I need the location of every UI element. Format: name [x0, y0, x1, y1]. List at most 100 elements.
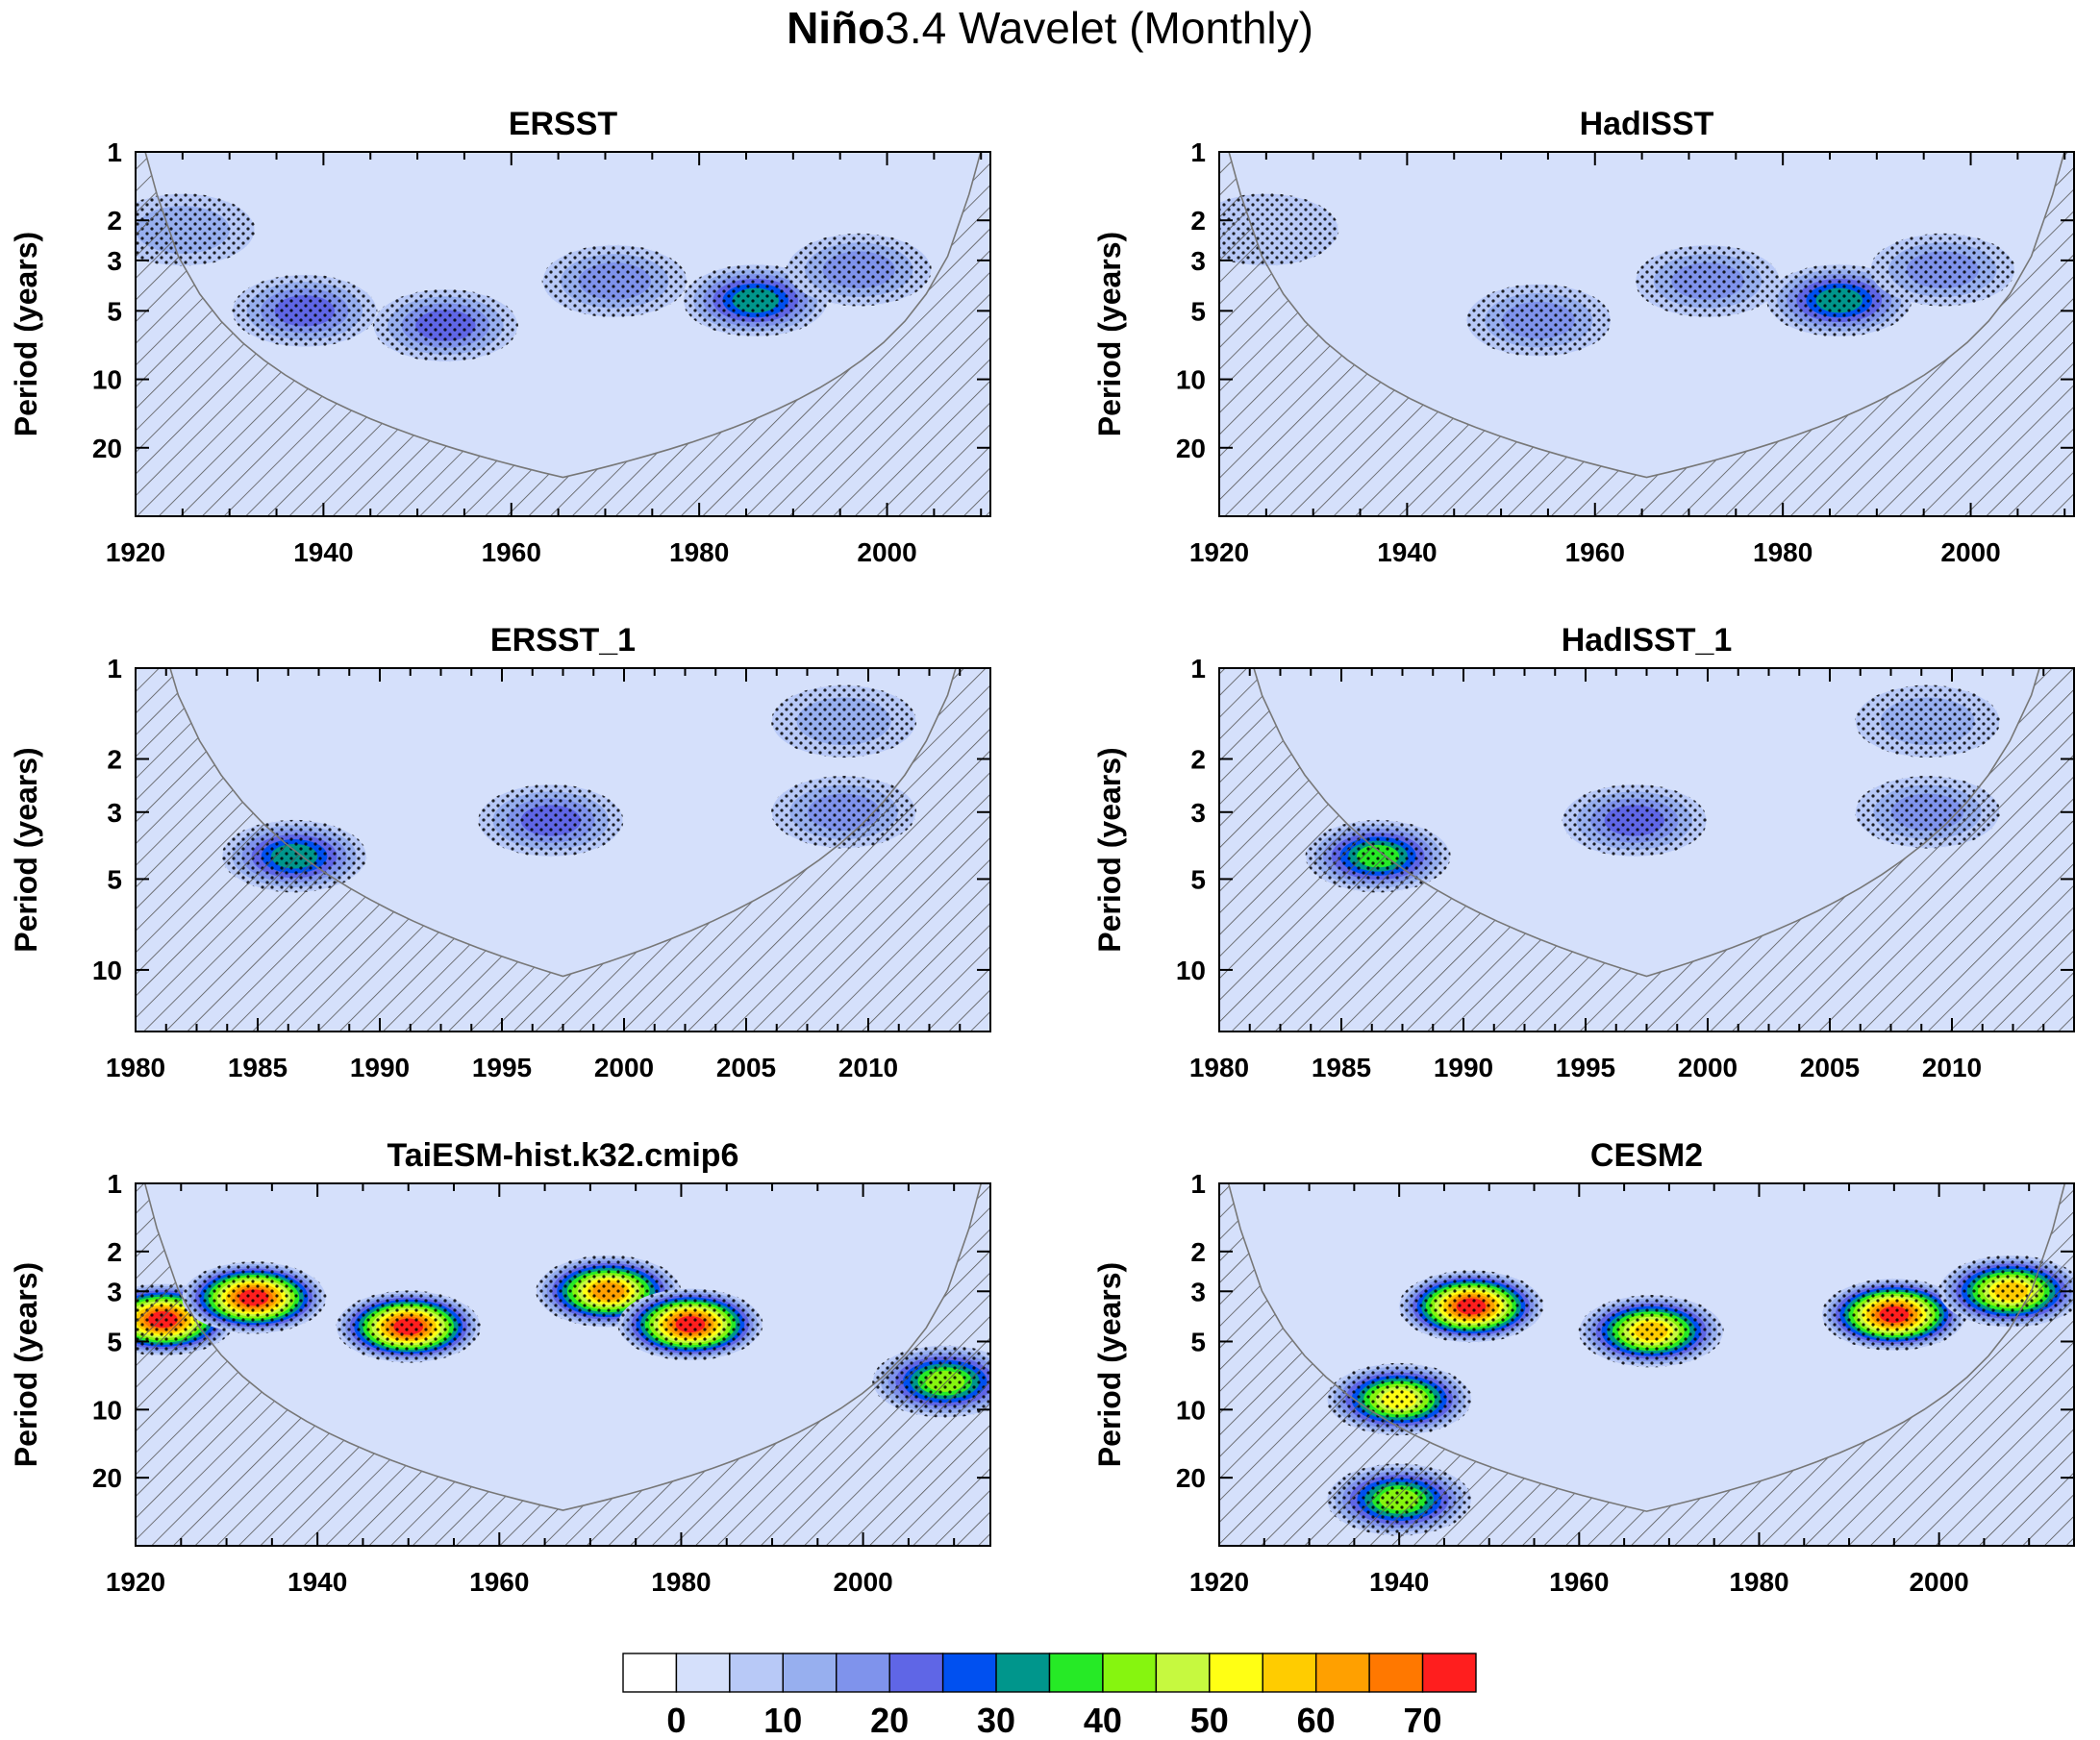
cone-of-influence-hatch	[136, 1183, 990, 1546]
panel-title: HadISST	[1580, 106, 1714, 142]
significance-stipple	[1465, 284, 1612, 358]
y-tick-label: 3	[107, 1277, 122, 1306]
colorbar-label: 20	[870, 1701, 909, 1740]
cone-of-influence-hatch	[1219, 1183, 2074, 1546]
cone-of-influence-hatch	[1219, 668, 2074, 1032]
y-tick-label: 5	[1190, 864, 1206, 894]
significance-stipple	[136, 193, 256, 266]
colorbar-swatch	[1155, 1653, 1211, 1693]
y-tick-label: 2	[1190, 206, 1206, 236]
power-maximum	[372, 288, 518, 362]
x-tick-label: 1960	[469, 1567, 529, 1597]
y-tick-label: 2	[1190, 745, 1206, 775]
y-tick-label: 1	[107, 137, 122, 167]
significance-stipple	[1821, 1278, 1967, 1352]
y-tick-label: 20	[1176, 1463, 1206, 1493]
significance-stipple	[1869, 233, 2015, 307]
x-tick-label: 1940	[1369, 1567, 1429, 1597]
power-maximum	[1398, 1270, 1544, 1343]
colorbar-label: 60	[1297, 1701, 1336, 1740]
y-tick-label: 3	[1190, 798, 1206, 828]
title-rest: 3.4 Wavelet (Monthly)	[885, 3, 1313, 53]
y-tick-label: 1	[107, 1169, 122, 1199]
colorbar-swatch	[675, 1653, 731, 1693]
y-axis-label: Period (years)	[9, 1262, 43, 1467]
x-tick-label: 1940	[1377, 537, 1437, 567]
panel-title: HadISST_1	[1562, 622, 1733, 659]
cone-of-influence-line	[169, 668, 957, 978]
colorbar-swatch	[1262, 1653, 1317, 1693]
significance-stipple	[1578, 1295, 1724, 1368]
significance-stipple	[541, 244, 688, 318]
x-tick-label: 2010	[838, 1053, 898, 1082]
power-maximum	[786, 233, 932, 307]
x-tick-label: 1960	[1565, 537, 1625, 567]
cone-of-influence-line	[1228, 152, 2065, 479]
wavelet-panel: ERSST Period (years) 1 2 3 5 10 20 1920 1940 1960 1…	[9, 106, 991, 567]
y-axis-label: Period (years)	[9, 747, 43, 952]
significance-stipple	[478, 783, 624, 858]
x-tick-label: 1980	[1729, 1567, 1788, 1597]
y-tick-label: 10	[92, 956, 122, 985]
y-tick-label: 20	[92, 1463, 122, 1493]
y-tick-label: 1	[1190, 654, 1206, 684]
power-maximum	[181, 1261, 327, 1334]
colorbar-swatch	[1421, 1653, 1477, 1693]
wavelet-panel: CESM2 Period (years) 1 2 3 5 10 20 1920 1940 1960 1…	[1092, 1137, 2075, 1597]
y-tick-label: 3	[1190, 1277, 1206, 1306]
significance-stipple	[232, 274, 378, 348]
y-tick-label: 5	[1190, 296, 1206, 326]
cone-of-influence-line	[1253, 668, 2040, 978]
y-axis-label: Period (years)	[1092, 1262, 1127, 1467]
cone-of-influence-hatch	[1219, 152, 2074, 516]
x-tick-label: 1985	[228, 1053, 288, 1082]
y-tick-label: 10	[1176, 365, 1206, 395]
x-tick-label: 2000	[1678, 1053, 1738, 1082]
colorbar-label: 70	[1404, 1701, 1442, 1740]
x-tick-label: 1960	[1549, 1567, 1609, 1597]
significance-stipple	[372, 288, 518, 362]
power-maximum	[683, 263, 829, 337]
colorbar-swatch	[995, 1653, 1051, 1693]
wavelet-panel: HadISST_1 Period (years) 1 2 3 5 10 1980 1985 199…	[1092, 622, 2075, 1082]
y-tick-label: 1	[1190, 137, 1206, 167]
colorbar-swatch	[1209, 1653, 1263, 1693]
wavelet-panel: HadISST Period (years) 1 2 3 5 10 20 1920 1940 196…	[1092, 106, 2075, 567]
significance-stipple	[1562, 783, 1708, 858]
panel-title: ERSST	[509, 106, 618, 142]
title-bold: Niño	[787, 3, 886, 53]
x-tick-label: 1995	[472, 1053, 532, 1082]
power-maximum	[617, 1287, 763, 1361]
colorbar-swatch	[729, 1653, 785, 1693]
y-tick-label: 2	[107, 1237, 122, 1267]
power-maximum	[1855, 684, 2001, 758]
x-tick-label: 1920	[106, 1567, 165, 1597]
wavelet-panel: TaiESM-hist.k32.cmip6 Period (years) 1 2 3 5 1…	[9, 1137, 991, 1597]
x-tick-label: 1980	[669, 537, 729, 567]
cone-of-influence-line	[143, 1183, 983, 1511]
power-maximum	[1219, 193, 1339, 266]
x-tick-label: 2000	[833, 1567, 892, 1597]
x-tick-label: 1980	[1189, 1053, 1249, 1082]
y-tick-label: 10	[1176, 1395, 1206, 1425]
plot-frame	[135, 1182, 991, 1547]
y-tick-label: 5	[107, 864, 122, 894]
panel-title: CESM2	[1590, 1137, 1703, 1174]
significance-stipple	[181, 1261, 327, 1334]
colorbar-label: 40	[1084, 1701, 1122, 1740]
power-maximum	[1821, 1278, 1967, 1352]
x-tick-label: 1985	[1312, 1053, 1371, 1082]
significance-stipple	[771, 684, 917, 758]
y-axis-label: Period (years)	[1092, 232, 1127, 436]
y-tick-label: 5	[107, 1327, 122, 1356]
x-tick-label: 1990	[350, 1053, 410, 1082]
y-tick-label: 5	[107, 296, 122, 326]
panel-title: ERSST_1	[490, 622, 636, 659]
y-tick-label: 2	[1190, 1237, 1206, 1267]
plot-frame	[1218, 1182, 2075, 1547]
x-tick-label: 1940	[293, 537, 353, 567]
y-tick-label: 10	[92, 1395, 122, 1425]
plot-frame	[1218, 151, 2075, 517]
